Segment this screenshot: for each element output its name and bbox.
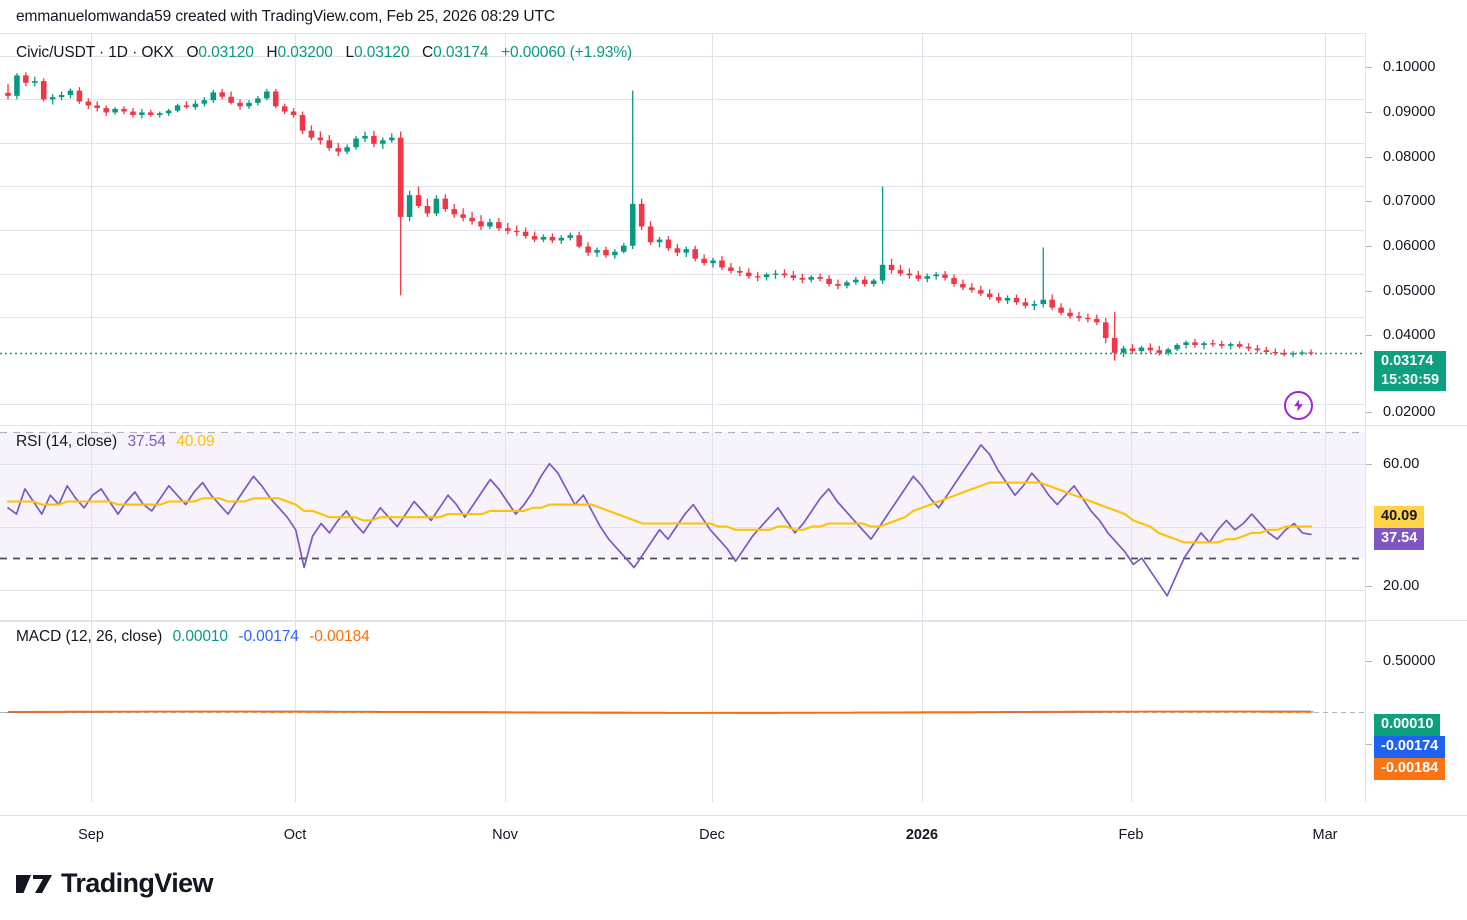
price-legend-high: 0.03200 — [277, 44, 333, 61]
price-axis-tick — [1366, 246, 1372, 247]
attribution-text: emmanuelomwanda59 created with TradingVi… — [16, 8, 555, 25]
price-axis-label: 0.07000 — [1383, 193, 1436, 209]
rsi-ma-badge[interactable]: 40.09 — [1374, 506, 1425, 528]
rsi-axis-tick — [1366, 464, 1372, 465]
time-axis[interactable]: Sep Oct Nov Dec 2026 Feb Mar — [0, 815, 1467, 855]
price-legend-high-label: H — [266, 44, 278, 61]
macd-line-badge[interactable]: -0.00174 — [1374, 736, 1446, 758]
macd-hist-badge[interactable]: 0.00010 — [1374, 714, 1441, 736]
price-plot — [0, 34, 1365, 425]
rsi-legend[interactable]: RSI (14, close) 37.54 40.09 — [16, 433, 215, 451]
rsi-pane[interactable] — [0, 425, 1365, 620]
lightning-bolt-glyph — [1294, 399, 1303, 412]
price-axis-label: 0.06000 — [1383, 238, 1436, 254]
price-legend[interactable]: Civic/USDT · 1D · OKX O0.03120 H0.03200 … — [16, 44, 632, 62]
rsi-value-badge[interactable]: 37.54 — [1374, 528, 1425, 550]
last-price-value: 0.03174 — [1381, 353, 1434, 369]
macd-axis-label: 0.50000 — [1383, 653, 1436, 669]
time-axis-label: Mar — [1312, 827, 1338, 843]
time-axis-label: Sep — [78, 827, 104, 843]
lightning-bolt-icon[interactable] — [1284, 391, 1313, 420]
price-axis-tick — [1366, 67, 1372, 68]
macd-pane[interactable] — [0, 620, 1365, 802]
rsi-plot — [0, 426, 1365, 620]
macd-plot — [0, 621, 1365, 802]
macd-signal-badge[interactable]: -0.00184 — [1374, 758, 1446, 780]
price-legend-close: 0.03174 — [433, 44, 489, 61]
price-legend-open: 0.03120 — [198, 44, 254, 61]
macd-legend[interactable]: MACD (12, 26, close) 0.00010 -0.00174 -0… — [16, 628, 370, 646]
rsi-axis-tick — [1366, 586, 1372, 587]
macd-axis-tick — [1366, 744, 1372, 745]
rsi-axis-label: 20.00 — [1383, 578, 1420, 594]
price-legend-open-label: O — [186, 44, 199, 61]
price-pane[interactable] — [0, 33, 1365, 425]
price-axis-tick — [1366, 412, 1372, 413]
tradingview-footer[interactable]: TradingView — [16, 868, 214, 899]
rsi-legend-title: RSI (14, close) — [16, 433, 118, 450]
macd-line-badge-value: -0.00174 — [1381, 738, 1439, 754]
price-axis[interactable]: 0.10000 0.09000 0.08000 0.07000 0.06000 … — [1365, 33, 1467, 425]
price-legend-change-pct: (+1.93%) — [569, 44, 633, 61]
rsi-ma-badge-value: 40.09 — [1381, 508, 1418, 524]
last-price-countdown: 15:30:59 — [1381, 371, 1440, 388]
price-axis-tick — [1366, 335, 1372, 336]
rsi-axis-label: 60.00 — [1383, 456, 1420, 472]
macd-axis-tick — [1366, 661, 1372, 662]
price-axis-tick — [1366, 112, 1372, 113]
price-axis-tick — [1366, 157, 1372, 158]
time-axis-label: Feb — [1118, 827, 1144, 843]
time-axis-label: Nov — [492, 827, 518, 843]
price-axis-tick — [1366, 291, 1372, 292]
last-price-badge[interactable]: 0.03174 15:30:59 — [1374, 351, 1447, 392]
macd-legend-macd: -0.00174 — [238, 628, 299, 645]
rsi-axis[interactable]: 60.00 20.00 40.09 37.54 — [1365, 425, 1467, 620]
macd-axis[interactable]: 0.50000 -0.50000 0.00010 -0.00174 -0.001… — [1365, 620, 1467, 802]
price-axis-label: 0.02000 — [1383, 404, 1436, 420]
price-axis-label: 0.08000 — [1383, 149, 1436, 165]
rsi-value-badge-value: 37.54 — [1381, 530, 1418, 546]
time-axis-label: Dec — [699, 827, 725, 843]
macd-legend-signal: -0.00184 — [309, 628, 370, 645]
price-axis-label: 0.04000 — [1383, 327, 1436, 343]
price-legend-low-label: L — [345, 44, 355, 61]
macd-legend-title: MACD (12, 26, close) — [16, 628, 163, 645]
time-axis-label: Oct — [283, 827, 307, 843]
macd-legend-hist: 0.00010 — [172, 628, 228, 645]
price-axis-label: 0.09000 — [1383, 104, 1436, 120]
price-axis-tick — [1366, 201, 1372, 202]
price-legend-change: +0.00060 — [501, 44, 566, 61]
price-legend-close-label: C — [422, 44, 434, 61]
macd-signal-badge-value: -0.00184 — [1381, 760, 1439, 776]
time-axis-label: 2026 — [905, 827, 939, 843]
price-legend-low: 0.03120 — [354, 44, 410, 61]
price-legend-symbol: Civic/USDT · 1D · OKX — [16, 44, 174, 61]
price-axis-label: 0.10000 — [1383, 59, 1436, 75]
chart-frame: Civic/USDT · 1D · OKX O0.03120 H0.03200 … — [0, 33, 1467, 815]
tradingview-logo-icon — [16, 874, 52, 893]
tradingview-brand-text: TradingView — [61, 868, 214, 898]
rsi-legend-value: 37.54 — [127, 433, 166, 450]
macd-hist-badge-value: 0.00010 — [1381, 716, 1434, 732]
price-axis-label: 0.05000 — [1383, 283, 1436, 299]
rsi-legend-ma-value: 40.09 — [176, 433, 215, 450]
